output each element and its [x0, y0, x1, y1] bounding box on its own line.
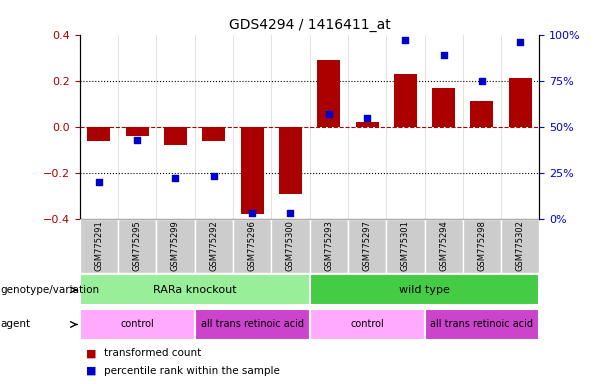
Text: GSM775296: GSM775296 [248, 220, 257, 271]
Bar [501, 219, 539, 273]
Text: ■: ■ [86, 348, 96, 358]
Bar [195, 309, 310, 340]
Text: GSM775297: GSM775297 [362, 220, 371, 271]
Bar [156, 219, 195, 273]
Bar [310, 219, 348, 273]
Bar [164, 127, 187, 145]
Point [170, 175, 180, 181]
Text: GSM775291: GSM775291 [94, 220, 104, 271]
Point [439, 52, 449, 58]
Bar [233, 219, 271, 273]
Bar [80, 219, 118, 273]
Point [400, 37, 410, 43]
Text: transformed count: transformed count [104, 348, 202, 358]
Bar [87, 127, 110, 141]
Text: control: control [120, 319, 154, 329]
Text: GSM775293: GSM775293 [324, 220, 333, 271]
Bar [318, 60, 340, 127]
Bar [310, 274, 539, 306]
Text: RARa knockout: RARa knockout [153, 285, 237, 295]
Text: percentile rank within the sample: percentile rank within the sample [104, 366, 280, 376]
Text: GSM775298: GSM775298 [478, 220, 487, 271]
Bar [348, 219, 386, 273]
Bar [394, 74, 417, 127]
Text: all trans retinoic acid: all trans retinoic acid [200, 319, 303, 329]
Text: GSM775295: GSM775295 [132, 220, 142, 271]
Bar [240, 127, 264, 214]
Bar [424, 219, 463, 273]
Bar [424, 309, 539, 340]
Bar [386, 219, 424, 273]
Bar [279, 127, 302, 194]
Point [324, 111, 333, 117]
Text: agent: agent [0, 319, 30, 329]
Bar [126, 127, 148, 136]
Point [477, 78, 487, 84]
Text: GSM775300: GSM775300 [286, 220, 295, 271]
Point [247, 210, 257, 217]
Text: GSM775301: GSM775301 [401, 220, 410, 271]
Bar [471, 101, 493, 127]
Bar [509, 78, 531, 127]
Point [516, 39, 525, 45]
Text: GSM775292: GSM775292 [209, 220, 218, 271]
Bar [271, 219, 310, 273]
Bar [118, 219, 156, 273]
Point [132, 137, 142, 143]
Bar [202, 127, 226, 141]
Text: all trans retinoic acid: all trans retinoic acid [430, 319, 533, 329]
Text: GSM775299: GSM775299 [171, 220, 180, 271]
Bar [463, 219, 501, 273]
Bar [432, 88, 455, 127]
Text: GSM775294: GSM775294 [439, 220, 448, 271]
Bar [80, 274, 310, 306]
Point [286, 210, 295, 217]
Point [362, 114, 372, 121]
Text: ■: ■ [86, 366, 96, 376]
Text: control: control [350, 319, 384, 329]
Bar [356, 122, 379, 127]
Text: wild type: wild type [399, 285, 450, 295]
Point [209, 174, 219, 180]
Text: GSM775302: GSM775302 [516, 220, 525, 271]
Title: GDS4294 / 1416411_at: GDS4294 / 1416411_at [229, 18, 390, 32]
Bar [310, 309, 424, 340]
Bar [80, 309, 195, 340]
Point [94, 179, 104, 185]
Text: genotype/variation: genotype/variation [0, 285, 99, 295]
Bar [195, 219, 233, 273]
